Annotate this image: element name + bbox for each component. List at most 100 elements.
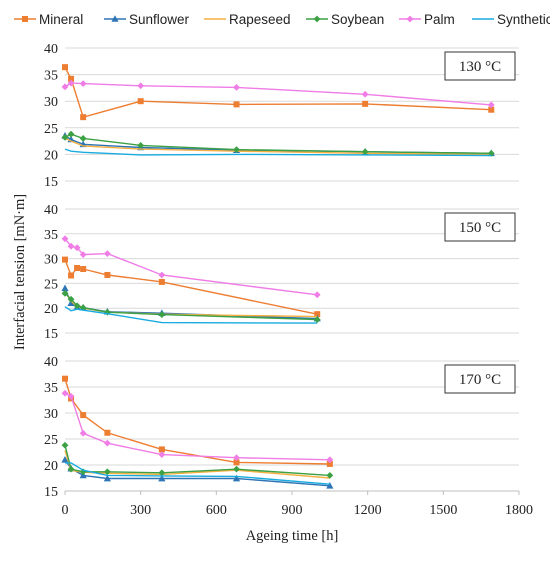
data-point-sunflower [103, 474, 111, 482]
data-point-mineral [233, 101, 240, 108]
y-tick-label: 30 [44, 407, 58, 422]
panel-1: 15 20 25 30 35 40 130 °C [44, 42, 519, 190]
data-point-mineral [68, 272, 75, 279]
data-point-palm [79, 80, 87, 88]
data-point-palm [103, 439, 111, 447]
data-point-mineral [104, 429, 111, 436]
panel-label-text: 170 °C [459, 372, 501, 388]
y-tick-label: 40 [44, 42, 58, 57]
data-point-palm [61, 83, 69, 91]
data-point-mineral [158, 446, 165, 453]
data-point-palm [313, 291, 321, 299]
data-point-palm [61, 235, 69, 243]
data-point-soybean [487, 149, 495, 157]
series-line-synthetic [64, 306, 318, 324]
legend-label: Palm [424, 12, 455, 27]
data-point-mineral [62, 375, 68, 382]
panel-temperature-label: 150 °C [444, 212, 516, 242]
series-line-synthetic [65, 462, 330, 485]
data-point-soybean [79, 135, 87, 142]
x-tick-label: 0 [62, 503, 69, 518]
panel-label-box [444, 212, 516, 242]
panel-temperature-label: 170 °C [444, 364, 516, 394]
data-point-palm [233, 83, 240, 91]
data-point-palm [233, 454, 240, 462]
legend-item-soybean: Soybean [306, 12, 384, 27]
legend-item-rapeseed: Rapeseed [204, 12, 291, 27]
data-point-soybean [326, 472, 334, 479]
legend-label: Sunflower [129, 12, 190, 27]
data-point-palm [79, 251, 87, 259]
data-point-palm [326, 456, 334, 464]
data-point-palm [406, 15, 414, 23]
data-point-palm [103, 250, 111, 258]
y-tick-label: 20 [44, 148, 58, 163]
y-tick-label: 35 [44, 228, 58, 243]
x-tick-label: 600 [206, 503, 227, 518]
data-point-palm [158, 271, 166, 279]
x-tick-label: 900 [282, 503, 303, 518]
panel-3: 15 20 25 30 35 40 170 °C [44, 355, 519, 500]
data-point-mineral [22, 16, 28, 22]
y-tick-label: 40 [44, 355, 58, 370]
data-point-soybean [61, 441, 69, 449]
y-tick-label: 15 [44, 327, 58, 342]
data-point-soybean [73, 302, 81, 310]
y-axis-label: Interfacial tension [mN·m] [12, 194, 28, 350]
data-point-palm [61, 389, 69, 397]
data-point-soybean [158, 469, 166, 477]
x-axis: 0 300 600 900 1200 1500 1800 [62, 490, 533, 518]
data-point-palm [137, 82, 145, 90]
y-tick-label: 30 [44, 95, 58, 110]
chart-legend: Mineral Sunflower Rapeseed Soybean Palm Synth… [14, 12, 550, 27]
data-point-soybean [67, 465, 75, 473]
data-point-mineral [68, 75, 75, 82]
legend-label: Rapeseed [229, 12, 291, 27]
data-point-sunflower [326, 482, 334, 489]
data-point-soybean [233, 146, 240, 154]
data-point-palm [67, 242, 75, 250]
x-tick-label: 1800 [505, 503, 533, 518]
x-tick-label: 1200 [354, 503, 382, 518]
data-point-mineral [326, 460, 333, 467]
data-point-mineral [362, 100, 369, 107]
data-point-soybean [67, 295, 75, 303]
data-point-sunflower [61, 284, 69, 292]
data-point-mineral [74, 265, 81, 272]
data-point-mineral [62, 64, 68, 71]
y-tick-label: 30 [44, 253, 58, 268]
data-point-mineral [80, 114, 87, 121]
y-tick-label: 15 [44, 485, 58, 500]
panel-2: 15 20 25 30 35 40 150 °C [44, 203, 519, 342]
y-tick-label: 35 [44, 69, 58, 84]
panel-label-box [444, 51, 516, 81]
legend-label: Synthetic [497, 12, 550, 27]
legend-label: Soybean [331, 12, 384, 27]
data-point-soybean [313, 15, 321, 23]
chart-panels: 15 20 25 30 35 40 130 °C 15 20 25 30 35 40 150 °C 15 20… [44, 42, 519, 500]
data-point-mineral [314, 311, 321, 318]
data-point-soybean [361, 148, 369, 156]
data-point-soybean [67, 130, 75, 138]
legend-item-sunflower: Sunflower [104, 12, 190, 27]
y-tick-label: 25 [44, 277, 58, 292]
data-point-mineral [488, 106, 495, 113]
data-point-sunflower [67, 299, 75, 307]
data-point-soybean [103, 468, 111, 476]
data-point-soybean [61, 289, 69, 297]
data-point-soybean [233, 465, 240, 473]
x-tick-label: 300 [130, 503, 151, 518]
data-point-palm [487, 101, 495, 109]
data-point-mineral [80, 266, 87, 273]
panel-temperature-label: 130 °C [444, 51, 516, 81]
panel-label-text: 130 °C [459, 59, 501, 75]
y-tick-label: 20 [44, 302, 58, 317]
data-point-mineral [137, 98, 144, 105]
data-point-soybean [313, 316, 321, 324]
data-point-sunflower [111, 15, 119, 22]
data-point-palm [79, 429, 87, 437]
data-point-sunflower [158, 474, 166, 482]
data-point-soybean [158, 311, 166, 319]
data-point-palm [67, 79, 75, 87]
panel-label-box [444, 364, 516, 394]
